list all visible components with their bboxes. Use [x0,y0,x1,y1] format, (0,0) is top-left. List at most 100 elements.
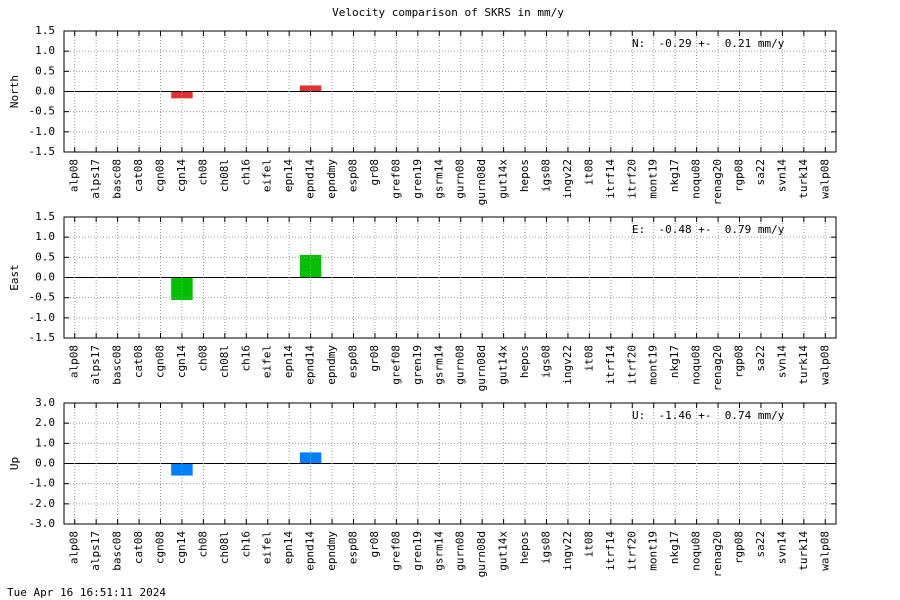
x-tick-label: epndmy [325,531,338,571]
x-tick-label: noqu08 [690,345,703,385]
y-tick-label: -2.0 [29,497,56,510]
x-tick-label: gurn08 [454,531,467,571]
x-tick-label: igs08 [540,345,553,378]
y-tick-label: 1.5 [35,210,55,223]
x-tick-label: gsrm14 [432,159,445,199]
y-tick-label: -0.5 [29,291,56,304]
plot-frame [63,30,837,153]
x-tick-label: alps17 [89,531,102,571]
x-tick-label: cgn14 [175,345,188,378]
x-tick-label: gref08 [389,345,402,385]
x-tick-label: noqu08 [690,531,703,571]
x-tick-label: ch08l [218,159,231,192]
x-tick-label: gr08 [368,531,381,558]
x-tick-label: mont19 [647,531,660,571]
annotation: E: -0.48 +- 0.79 mm/y [632,223,785,236]
x-tick-label: cat08 [132,531,145,564]
x-tick-label: itrf14 [604,345,617,385]
y-axis-label: Up [8,457,21,470]
x-tick-label: gr08 [368,345,381,372]
y-tick-label: -1.0 [29,125,56,138]
x-tick-label: it08 [582,531,595,558]
x-tick-label: alp08 [68,345,81,378]
x-tick-label: walp08 [818,531,831,571]
y-tick-label: 0.5 [35,250,55,263]
x-tick-label: renag20 [711,159,724,205]
x-tick-label: turk14 [797,531,810,571]
x-tick-label: ingv22 [561,159,574,199]
x-tick-label: ch08l [218,531,231,564]
x-tick-label: basc08 [111,159,124,199]
x-tick-label: itrf20 [625,345,638,385]
x-tick-label: gurn08d [475,345,488,391]
x-tick-label: epnd14 [304,531,317,571]
x-tick-label: esp08 [347,345,360,378]
x-tick-label: rgp08 [733,531,746,564]
x-tick-label: ch08 [196,345,209,372]
y-tick-label: 0.5 [35,64,55,77]
x-tick-label: epndmy [325,159,338,199]
x-tick-label: sa22 [754,531,767,558]
x-tick-label: cgn08 [154,345,167,378]
bar [171,277,193,301]
y-axis-label: East [8,264,21,291]
x-tick-label: igs08 [540,159,553,192]
annotation: U: -1.46 +- 0.74 mm/y [632,409,785,422]
y-tick-label: 1.5 [35,24,55,37]
x-tick-label: gurn08 [454,159,467,199]
x-tick-label: ch08 [196,531,209,558]
x-tick-label: ch08 [196,159,209,186]
x-tick-label: itrf14 [604,531,617,571]
y-tick-label: -3.0 [29,517,56,530]
x-tick-label: noqu08 [690,159,703,199]
x-tick-label: walp08 [818,159,831,199]
y-tick-label: -1.5 [29,331,56,344]
y-tick-label: 0.0 [35,85,55,98]
y-tick-label: 0.0 [35,271,55,284]
x-tick-label: gurn08 [454,345,467,385]
x-tick-label: alps17 [89,345,102,385]
x-tick-label: svn14 [775,159,788,192]
y-tick-label: 1.0 [35,436,55,449]
x-tick-label: ingv22 [561,345,574,385]
x-tick-label: epndmy [325,345,338,385]
x-tick-label: svn14 [775,345,788,378]
x-tick-label: mont19 [647,159,660,199]
y-tick-label: 2.0 [35,416,55,429]
x-tick-label: hepos [518,345,531,378]
x-tick-label: basc08 [111,531,124,571]
x-tick-label: itrf14 [604,159,617,199]
x-tick-label: itrf20 [625,531,638,571]
x-tick-label: epnd14 [304,159,317,199]
x-tick-label: gref08 [389,159,402,199]
x-tick-label: ch16 [239,531,252,558]
x-tick-label: ingv22 [561,531,574,571]
x-tick-label: alp08 [68,159,81,192]
x-tick-label: alp08 [68,531,81,564]
x-tick-label: sa22 [754,159,767,186]
x-tick-label: rgp08 [733,159,746,192]
x-tick-label: epn14 [282,159,295,192]
y-tick-label: 1.0 [35,230,55,243]
x-tick-label: gut14x [497,531,510,571]
x-tick-label: renag20 [711,531,724,577]
x-tick-label: it08 [582,159,595,186]
x-tick-label: ch16 [239,159,252,186]
bar [299,254,322,278]
x-tick-label: gsrm14 [432,345,445,385]
x-tick-label: basc08 [111,345,124,385]
x-tick-label: nkg17 [668,345,681,378]
x-tick-label: gren19 [411,159,424,199]
x-tick-label: turk14 [797,159,810,199]
x-tick-label: gsrm14 [432,531,445,571]
x-tick-label: turk14 [797,345,810,385]
y-axis-label: North [8,75,21,108]
chart-title: Velocity comparison of SKRS in mm/y [332,6,564,19]
y-tick-label: 1.0 [35,44,55,57]
x-tick-label: svn14 [775,531,788,564]
x-tick-label: epnd14 [304,345,317,385]
x-tick-label: itrf20 [625,159,638,199]
x-tick-label: gurn08d [475,159,488,205]
x-tick-label: hepos [518,531,531,564]
